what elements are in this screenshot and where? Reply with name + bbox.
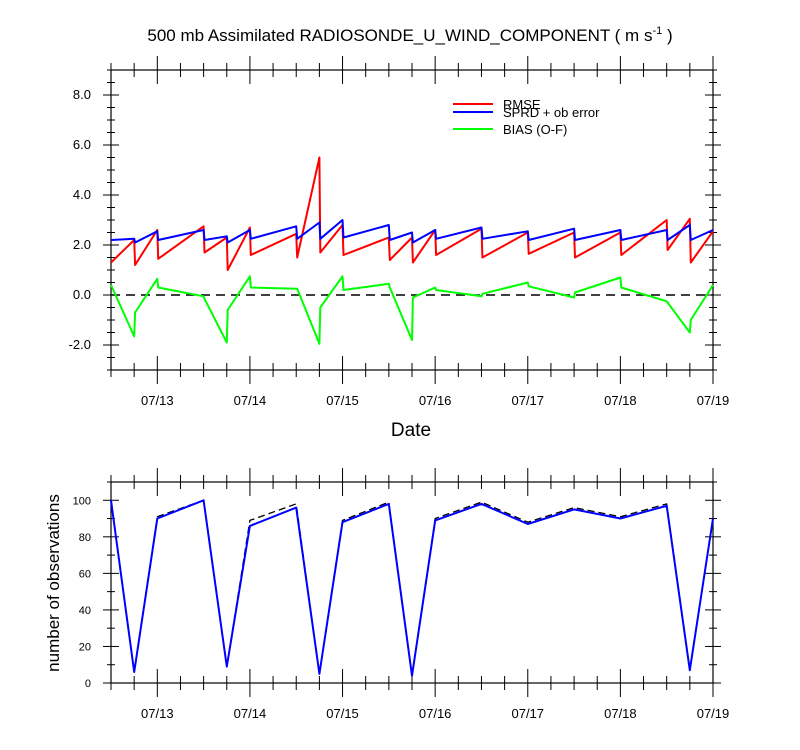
top-y-tick-label: 8.0 (73, 87, 91, 102)
top-series-group (110, 156, 714, 345)
bottom-x-tick-label: 07/15 (326, 706, 359, 721)
bottom-series-group (110, 499, 714, 677)
top-legend: RMSE SPRD + ob error BIAS (O-F) (453, 97, 600, 137)
top-x-tick-label: 07/19 (697, 393, 730, 408)
legend-label-sprd: SPRD + ob error (503, 105, 600, 120)
legend-label-bias: BIAS (O-F) (503, 122, 567, 137)
bottom-x-tick-label: 07/19 (697, 706, 730, 721)
bottom-y-tick-label: 40 (79, 605, 91, 617)
top-y-tick-label: -2.0 (69, 337, 91, 352)
top-series-bias-o-f (110, 275, 714, 345)
bottom-x-tick-label: 07/14 (234, 706, 267, 721)
legend-label-rmse: RMSE (503, 97, 541, 112)
bottom-x-tick-label: 07/17 (511, 706, 544, 721)
top-x-tick-label: 07/18 (604, 393, 637, 408)
bottom-y-tick-label: 100 (73, 495, 91, 507)
top-x-tick-label: 07/17 (511, 393, 544, 408)
bottom-axis-ticks (103, 468, 721, 697)
bottom-y-tick-label: 60 (79, 568, 91, 580)
top-axis-ticks (103, 56, 721, 384)
top-x-tick-label: 07/16 (419, 393, 452, 408)
bottom-series-observations-dashed (110, 499, 714, 677)
top-x-tick-label: 07/14 (234, 393, 267, 408)
bottom-y-axis-title: number of observations (44, 494, 63, 672)
bottom-y-tick-label: 0 (85, 678, 91, 690)
top-y-tick-label: 6.0 (73, 137, 91, 152)
top-axis-labels: -2.0 0.0 2.0 4.0 6.0 8.0 07/13 07/14 07/15 07/16 0… (69, 87, 730, 408)
top-y-tick-label: 2.0 (73, 237, 91, 252)
top-chart-title: 500 mb Assimilated RADIOSONDE_U_WIND_COM… (147, 25, 672, 45)
bottom-x-tick-label: 07/16 (419, 706, 452, 721)
top-y-tick-label: 4.0 (73, 187, 91, 202)
bottom-y-tick-label: 20 (79, 641, 91, 653)
bottom-y-tick-label: 80 (79, 532, 91, 544)
bottom-x-tick-label: 07/18 (604, 706, 637, 721)
top-series-sprd-ob-error (110, 219, 714, 244)
top-x-axis-title: Date (391, 420, 431, 441)
bottom-x-tick-label: 07/13 (141, 706, 174, 721)
bottom-axis-labels: 0 20 40 60 80 100 07/13 07/14 07/15 07/16 07/17 07/… (73, 495, 730, 721)
top-series-rmse (110, 156, 714, 271)
bottom-series-observations (110, 499, 714, 677)
top-x-tick-label: 07/13 (141, 393, 174, 408)
top-x-tick-label: 07/15 (326, 393, 359, 408)
bottom-plot-frame (110, 481, 714, 684)
top-y-tick-label: 0.0 (73, 287, 91, 302)
